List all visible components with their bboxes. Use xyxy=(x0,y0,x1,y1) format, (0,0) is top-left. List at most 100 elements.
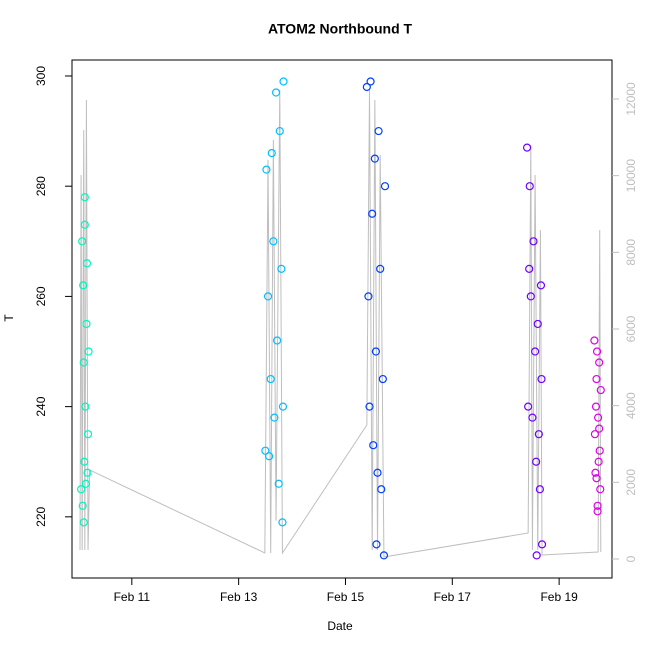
point xyxy=(368,209,377,218)
point xyxy=(261,446,270,455)
point xyxy=(80,220,89,229)
point xyxy=(532,457,541,466)
x-tick-label: Feb 15 xyxy=(327,590,365,604)
point xyxy=(534,430,543,439)
point xyxy=(366,77,375,86)
point xyxy=(533,319,542,329)
point xyxy=(262,165,271,174)
point xyxy=(374,126,383,136)
point xyxy=(593,507,602,516)
point xyxy=(591,468,600,477)
point xyxy=(373,468,382,477)
point xyxy=(592,347,602,356)
point xyxy=(82,319,91,329)
point xyxy=(80,193,89,202)
point xyxy=(528,413,537,422)
point xyxy=(362,82,371,92)
point xyxy=(592,374,601,384)
point xyxy=(537,374,546,384)
point xyxy=(364,292,373,301)
point xyxy=(273,336,282,345)
point xyxy=(279,77,288,86)
y-tick-label: 220 xyxy=(34,506,48,526)
point xyxy=(537,540,547,549)
point xyxy=(592,474,601,483)
point xyxy=(80,457,89,466)
point xyxy=(378,374,387,384)
point xyxy=(590,430,600,439)
point xyxy=(376,264,385,273)
point xyxy=(371,347,381,356)
point xyxy=(365,402,374,411)
point xyxy=(593,501,602,510)
point xyxy=(595,424,604,433)
point xyxy=(595,446,604,455)
point xyxy=(536,281,546,290)
y-axis-label: T xyxy=(2,314,16,322)
point xyxy=(266,374,275,384)
point xyxy=(370,154,379,163)
point xyxy=(530,347,540,356)
point xyxy=(532,551,541,560)
x-tick-label: Feb 11 xyxy=(114,590,151,604)
point xyxy=(83,468,92,477)
point xyxy=(275,126,284,136)
y2-tick-label: 12000 xyxy=(624,82,638,116)
point xyxy=(269,237,278,246)
point xyxy=(522,143,532,152)
y-tick-label: 240 xyxy=(34,396,48,416)
point xyxy=(264,452,274,461)
y2-tick-label: 10000 xyxy=(624,159,638,193)
point xyxy=(81,402,90,411)
x-axis-label: Date xyxy=(327,619,353,633)
y-tick-label: 300 xyxy=(34,66,48,86)
point xyxy=(380,182,390,191)
point xyxy=(263,292,273,301)
y-tick-label: 280 xyxy=(34,176,48,196)
y2-tick-label: 0 xyxy=(624,555,638,562)
point xyxy=(81,479,90,488)
point xyxy=(270,413,279,422)
plot-box xyxy=(71,59,613,579)
point xyxy=(78,501,87,510)
point xyxy=(83,430,93,439)
point xyxy=(594,457,603,466)
line xyxy=(79,89,602,558)
point xyxy=(596,385,605,395)
point xyxy=(76,485,86,494)
point xyxy=(529,237,538,246)
point xyxy=(590,336,599,345)
point xyxy=(271,88,281,97)
point xyxy=(84,347,93,356)
point xyxy=(277,264,286,273)
point xyxy=(526,292,535,301)
point xyxy=(524,402,533,411)
point xyxy=(595,358,604,367)
point xyxy=(369,441,378,450)
point xyxy=(525,264,534,273)
point xyxy=(379,551,389,560)
x-tick-label: Feb 19 xyxy=(540,590,578,604)
point xyxy=(278,518,287,527)
chart-title: ATOM2 Northbound T xyxy=(268,21,413,37)
y2-tick-label: 4000 xyxy=(624,392,638,419)
point xyxy=(372,540,381,549)
point xyxy=(377,485,386,494)
point xyxy=(278,402,288,411)
y-tick-label: 260 xyxy=(34,286,48,306)
point xyxy=(594,413,603,422)
x-tick-label: Feb 17 xyxy=(434,590,472,604)
x-tick-label: Feb 13 xyxy=(220,590,258,604)
point xyxy=(525,182,534,191)
point xyxy=(82,259,92,268)
point xyxy=(535,485,544,494)
point xyxy=(78,237,87,246)
point xyxy=(79,281,88,290)
point xyxy=(591,402,601,411)
point xyxy=(267,149,276,158)
point xyxy=(274,479,283,488)
y2-tick-label: 2000 xyxy=(624,469,638,496)
point xyxy=(79,518,88,527)
y2-tick-label: 8000 xyxy=(624,239,638,266)
